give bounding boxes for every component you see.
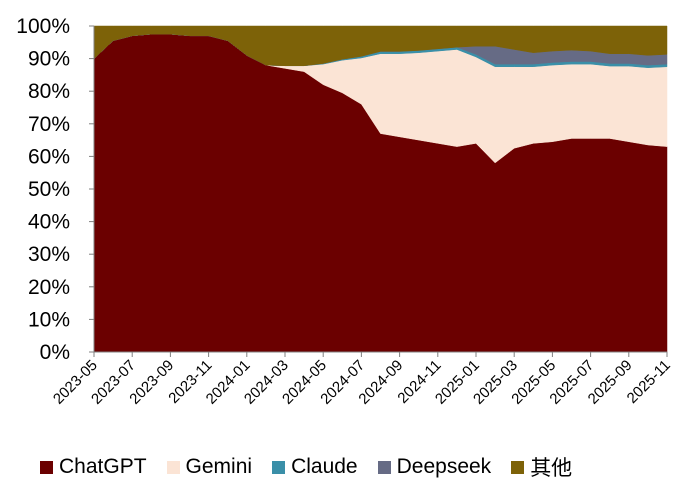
area-layers [93, 25, 668, 353]
y-tick-label: 50% [28, 178, 70, 201]
stacked-area-chart: 0% 10% 20% 30% 40% 50% 60% 70% 80% 90% 100% 2023-0… [16, 15, 674, 408]
y-tick-label: 40% [28, 211, 70, 234]
legend-label: Claude [291, 455, 358, 478]
legend-swatch [511, 460, 525, 474]
legend-item-1: Gemini [166, 455, 253, 479]
legend-swatch [377, 460, 391, 474]
y-tick-label: 30% [28, 243, 70, 266]
legend-item-0: ChatGPT [40, 455, 147, 479]
y-tick-label: 10% [28, 308, 70, 331]
legend-item-2: Claude [272, 455, 358, 479]
legend-label: Gemini [185, 455, 253, 478]
legend-swatch [166, 460, 180, 474]
legend-item-4: 其他 [511, 452, 572, 482]
y-tick-label: 90% [28, 48, 70, 71]
y-tick-label: 60% [28, 145, 70, 168]
y-tick-label: 70% [28, 113, 70, 136]
y-axis-ticks: 0% 10% 20% 30% 40% 50% 60% 70% 80% 90% 100% [16, 15, 94, 364]
x-tick-label: 2025-11 [624, 357, 674, 407]
legend-swatch [40, 460, 53, 474]
legend-label: Deepseek [396, 455, 492, 478]
legend-swatch [272, 460, 286, 474]
area-series-4 [93, 25, 668, 67]
x-axis-ticks: 2023-052023-072023-092023-112024-012024-… [50, 352, 674, 408]
legend-item-3: Deepseek [377, 455, 492, 479]
legend: ChatGPT Gemini Claude Deepseek 其他 [40, 452, 670, 482]
y-tick-label: 0% [40, 341, 70, 364]
legend-label: 其他 [530, 457, 573, 480]
y-tick-label: 80% [28, 80, 70, 103]
y-tick-label: 20% [28, 276, 70, 299]
y-tick-label: 100% [16, 15, 70, 38]
legend-label: ChatGPT [59, 455, 147, 478]
